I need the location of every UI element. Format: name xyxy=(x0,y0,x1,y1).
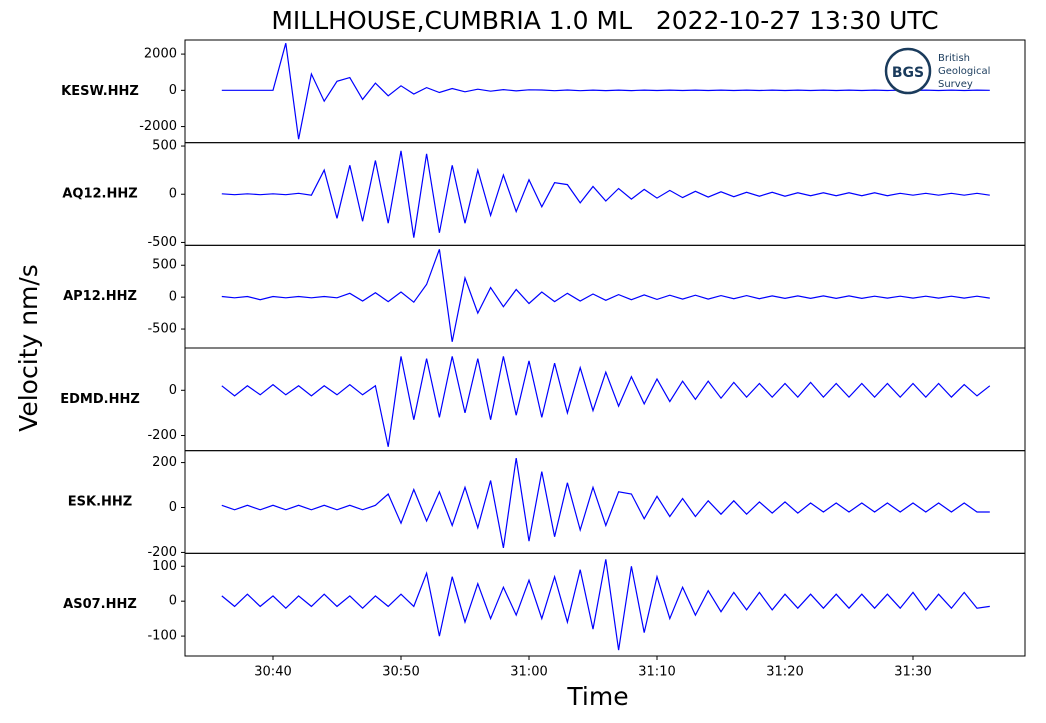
y-tick-label: 0 xyxy=(169,594,177,609)
waveform xyxy=(221,43,990,140)
x-tick-label: 30:50 xyxy=(382,665,419,680)
waveform xyxy=(221,249,990,342)
y-tick-label: -100 xyxy=(147,629,177,644)
station-label: ESK.HHZ xyxy=(68,495,132,510)
chart-title: MILLHOUSE,CUMBRIA 1.0 ML 2022-10-27 13:3… xyxy=(271,6,938,35)
panel-frame xyxy=(184,450,1026,554)
logo-text: Survey xyxy=(938,79,973,90)
x-axis-label: Time xyxy=(566,682,628,711)
y-tick-label: 500 xyxy=(152,258,177,273)
y-tick-label: 2000 xyxy=(144,47,177,62)
station-label: AP12.HHZ xyxy=(63,289,137,304)
waveform xyxy=(221,150,990,238)
station-label: AS07.HHZ xyxy=(63,597,137,612)
y-axis-label: Velocity nm/s xyxy=(14,264,43,432)
x-tick-label: 31:20 xyxy=(766,665,803,680)
y-tick-label: 0 xyxy=(169,383,177,398)
x-tick-label: 31:10 xyxy=(638,665,675,680)
x-tick-label: 30:40 xyxy=(254,665,291,680)
y-tick-label: 200 xyxy=(152,455,177,470)
y-tick-label: -500 xyxy=(147,322,177,337)
y-tick-label: -200 xyxy=(147,428,177,443)
station-label: EDMD.HHZ xyxy=(60,392,140,407)
y-tick-label: 500 xyxy=(152,139,177,154)
y-tick-label: 0 xyxy=(169,83,177,98)
logo-ring xyxy=(884,47,932,95)
y-tick-label: -2000 xyxy=(139,119,177,134)
x-tick-label: 31:30 xyxy=(894,665,931,680)
y-tick-label: 0 xyxy=(169,290,177,305)
logo-badge: BGS xyxy=(892,65,924,81)
waveform xyxy=(221,356,991,447)
panel-frame xyxy=(184,347,1026,452)
panel-frame xyxy=(184,552,1026,657)
logo: BGS British Geological Survey xyxy=(884,47,990,95)
y-tick-label: 0 xyxy=(169,500,177,515)
y-tick-label: -200 xyxy=(147,545,177,560)
logo-text: Geological xyxy=(938,66,990,77)
y-tick-label: -500 xyxy=(147,235,177,250)
x-tick-label: 31:00 xyxy=(510,665,547,680)
y-tick-label: 100 xyxy=(152,559,177,574)
station-label: KESW.HHZ xyxy=(61,84,139,99)
waveform xyxy=(221,559,990,651)
waveform xyxy=(221,458,990,549)
logo-text: British xyxy=(938,53,970,64)
y-tick-label: 0 xyxy=(169,187,177,202)
station-label: AQ12.HHZ xyxy=(62,187,137,202)
